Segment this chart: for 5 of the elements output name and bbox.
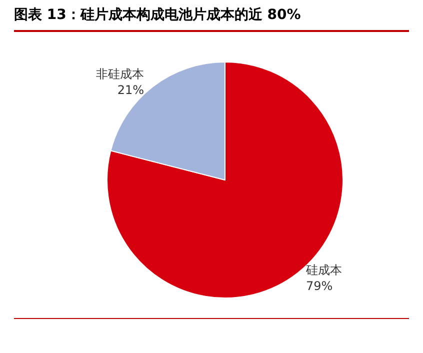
chart-title: 图表 13：硅片成本构成电池片成本的近 80% bbox=[14, 6, 409, 32]
slice-label: 非硅成本 bbox=[96, 67, 144, 82]
data-label: 21% bbox=[117, 83, 144, 98]
slice-label: 硅成本 bbox=[305, 262, 342, 277]
data-label: 79% bbox=[306, 278, 333, 293]
